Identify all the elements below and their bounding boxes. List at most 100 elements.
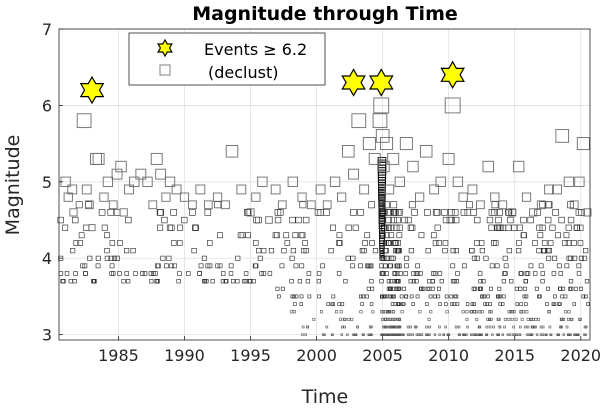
event-marker (501, 279, 507, 284)
event-marker (75, 201, 83, 209)
declust-point (544, 184, 554, 195)
event-marker (345, 255, 351, 261)
event-marker (109, 271, 114, 276)
event-marker (464, 209, 472, 216)
event-marker (569, 317, 573, 321)
event-marker (380, 232, 386, 239)
event-marker (166, 255, 172, 261)
event-marker (323, 209, 330, 216)
event-marker (73, 271, 78, 276)
event-marker (362, 333, 365, 336)
event-marker (465, 317, 469, 321)
event-marker (420, 333, 424, 336)
event-marker (125, 216, 132, 224)
event-marker (572, 302, 577, 306)
declust-point (419, 145, 433, 158)
event-marker (474, 333, 478, 336)
legend-box (128, 32, 326, 86)
y-tick-label: 4 (42, 249, 52, 268)
event-marker (340, 333, 343, 336)
declust-point (148, 200, 158, 210)
event-marker (488, 224, 495, 231)
event-marker (290, 248, 297, 254)
event-marker (432, 209, 440, 216)
event-marker (411, 279, 417, 284)
event-marker (564, 263, 570, 269)
event-marker (563, 232, 570, 239)
event-marker (520, 317, 524, 321)
event-marker (95, 255, 101, 261)
event-marker (408, 201, 416, 209)
event-marker (474, 255, 480, 261)
background-events (57, 157, 590, 336)
event-marker (546, 255, 552, 261)
event-marker (388, 279, 394, 284)
event-marker (201, 255, 207, 261)
event-marker (247, 279, 252, 284)
event-marker (512, 333, 515, 336)
event-marker (428, 294, 433, 299)
event-marker (70, 248, 76, 254)
event-marker (130, 248, 136, 254)
event-marker (261, 248, 267, 254)
event-marker (392, 294, 396, 299)
declust-point (257, 176, 268, 187)
event-marker (276, 294, 281, 299)
event-marker (197, 271, 202, 276)
event-marker (568, 333, 571, 336)
declust-point (583, 208, 592, 217)
event-marker (574, 333, 577, 336)
event-marker (539, 224, 546, 231)
event-marker (365, 294, 370, 299)
declust-point (67, 184, 78, 195)
event-marker (536, 248, 542, 254)
event-marker (322, 333, 325, 336)
event-marker (314, 209, 322, 216)
event-marker (361, 294, 366, 299)
event-marker (526, 325, 530, 329)
event-marker (586, 302, 590, 306)
event-marker (380, 310, 384, 314)
event-marker (454, 294, 459, 299)
event-marker (133, 271, 138, 276)
event-marker (582, 248, 589, 254)
event-marker (567, 310, 571, 314)
event-marker (436, 294, 441, 299)
event-marker (583, 294, 588, 299)
declust-point (236, 184, 247, 195)
event-marker (526, 317, 530, 321)
event-marker (299, 302, 303, 306)
declust-point (444, 97, 461, 114)
event-marker (471, 255, 477, 261)
event-marker (358, 294, 363, 299)
event-marker (541, 240, 548, 246)
event-marker (568, 279, 574, 284)
event-marker (577, 224, 584, 231)
event-marker (539, 333, 543, 336)
event-marker (124, 248, 130, 254)
event-marker (294, 294, 299, 299)
event-marker (204, 279, 209, 284)
event-marker (153, 271, 158, 276)
event-marker (511, 224, 518, 231)
event-marker (531, 325, 535, 329)
event-marker (391, 333, 395, 336)
y-tick-label: 3 (42, 326, 52, 345)
declust-point (375, 129, 390, 143)
event-marker (518, 325, 522, 329)
event-marker (389, 255, 395, 261)
event-marker (523, 279, 528, 284)
event-marker (411, 333, 414, 336)
declust-point (129, 176, 140, 187)
event-marker (312, 317, 316, 321)
event-marker (530, 333, 534, 336)
event-marker (72, 216, 79, 224)
event-marker (283, 232, 290, 239)
event-marker (339, 317, 343, 321)
event-marker (527, 333, 531, 336)
event-marker (474, 240, 480, 246)
declust-point (482, 160, 494, 173)
declust-point (555, 129, 570, 143)
event-marker (107, 209, 115, 216)
event-marker (477, 271, 483, 276)
